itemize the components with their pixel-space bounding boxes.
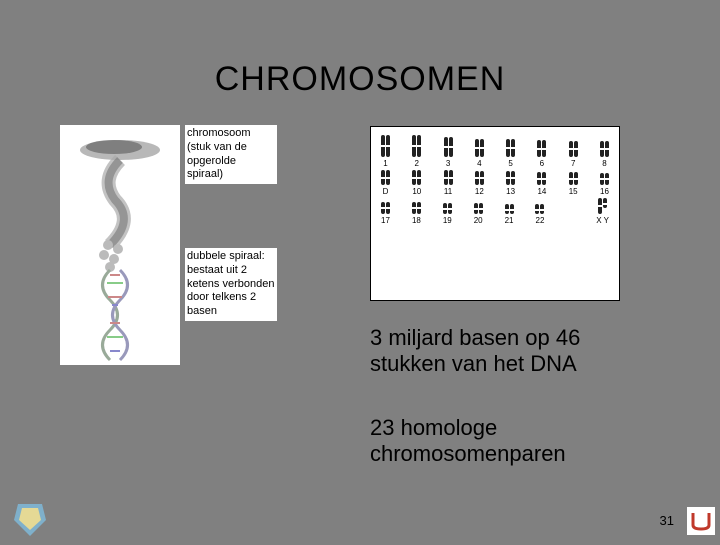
chromosome-pair: D <box>381 170 390 196</box>
chromosome-pair: 8 <box>600 141 609 168</box>
chromosome-pair: 4 <box>475 139 484 168</box>
chromosome-number: 1 <box>383 159 387 168</box>
chromosome-number: 18 <box>412 216 421 225</box>
chromosome-number: 16 <box>600 187 609 196</box>
label-dubbele-spiraal: dubbele spiraal: bestaat uit 2 ketens ve… <box>185 248 277 321</box>
chromosome-number: 13 <box>506 187 515 196</box>
chromosome-number: 5 <box>508 159 512 168</box>
dna-structure-figure <box>60 125 180 365</box>
chromosome-pair: 1 <box>381 135 390 168</box>
chromosome-number: 12 <box>475 187 484 196</box>
chromosome-pair: 11 <box>444 170 453 196</box>
chromosome-number: 20 <box>474 216 483 225</box>
chromosome-number: 17 <box>381 216 390 225</box>
body-text-2: 23 homologe chromosomenparen <box>370 415 650 468</box>
chromosome-pair: 2 <box>412 135 421 168</box>
chromosome-pair: 3 <box>444 137 453 168</box>
university-logo-icon <box>687 507 715 535</box>
page-number: 31 <box>660 513 674 528</box>
chromosome-pair: 13 <box>506 171 515 196</box>
chromosome-number: 7 <box>571 159 575 168</box>
chromosome-pair: 10 <box>412 170 421 196</box>
chromosome-number: 19 <box>443 216 452 225</box>
chromosome-number: 6 <box>540 159 544 168</box>
chromosome-pair: 15 <box>569 172 578 196</box>
chromosome-number: 22 <box>536 216 545 225</box>
slide-title: CHROMOSOMEN <box>0 60 720 99</box>
karyotype-row: 17 18 19 20 21 22 X Y <box>381 198 609 225</box>
chromosome-pair: 12 <box>475 171 484 196</box>
chromosome-number: 21 <box>505 216 514 225</box>
karyotype-figure: 12345678D10111213141516171819202122X Y <box>370 126 620 301</box>
chromosome-pair: 7 <box>569 141 578 168</box>
chromosome-pair: 21 <box>505 204 514 225</box>
chromosome-pair: 14 <box>537 172 546 196</box>
chromosome-number: 2 <box>415 159 419 168</box>
chromosome-pair <box>566 213 574 225</box>
chromosome-pair: 5 <box>506 139 515 168</box>
karyotype-row: 1 2 3 4 5 6 7 8 <box>381 135 609 168</box>
chromosome-number: 11 <box>444 187 452 196</box>
chromosome-pair: 6 <box>537 140 546 168</box>
chromosome-pair: 22 <box>535 204 544 225</box>
chromosome-pair: 18 <box>412 202 421 225</box>
chromosome-number: 8 <box>602 159 606 168</box>
chromosome-number: 4 <box>477 159 481 168</box>
chromosome-number: X Y <box>596 216 609 225</box>
chromosome-pair: 19 <box>443 203 452 225</box>
chromosome-pair: 16 <box>600 173 609 196</box>
body-text-1: 3 miljard basen op 46 stukken van het DN… <box>370 325 650 378</box>
side-logo-icon <box>8 500 52 540</box>
chromosome-number: 14 <box>537 187 546 196</box>
chromosome-number: D <box>383 187 389 196</box>
chromosome-pair: X Y <box>596 198 609 225</box>
chromosome-number: 10 <box>412 187 421 196</box>
chromosome-pair: 17 <box>381 202 390 225</box>
label-chromosoom: chromosoom (stuk van de opgerolde spiraa… <box>185 125 277 184</box>
chromosome-number: 15 <box>569 187 578 196</box>
chromosome-number: 3 <box>446 159 450 168</box>
karyotype-row: D 10 11 12 13 14 15 16 <box>381 170 609 196</box>
chromosome-pair: 20 <box>474 203 483 225</box>
